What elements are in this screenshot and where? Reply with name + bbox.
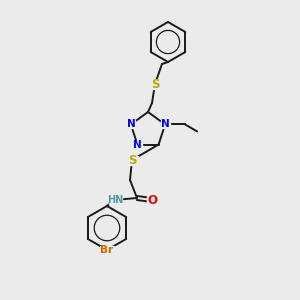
Bar — [149, 80, 161, 88]
Bar — [126, 120, 135, 128]
Text: N: N — [161, 119, 170, 129]
Text: O: O — [147, 194, 157, 206]
Text: S: S — [128, 154, 136, 166]
Bar — [160, 120, 169, 128]
Bar — [100, 245, 114, 254]
Bar — [109, 196, 122, 204]
Text: S: S — [151, 77, 159, 91]
Bar — [133, 141, 142, 148]
Bar — [127, 155, 137, 164]
Text: N: N — [127, 119, 135, 129]
Text: HN: HN — [107, 195, 123, 205]
Text: Br: Br — [100, 245, 114, 255]
Bar — [147, 196, 157, 205]
Text: N: N — [133, 140, 142, 150]
